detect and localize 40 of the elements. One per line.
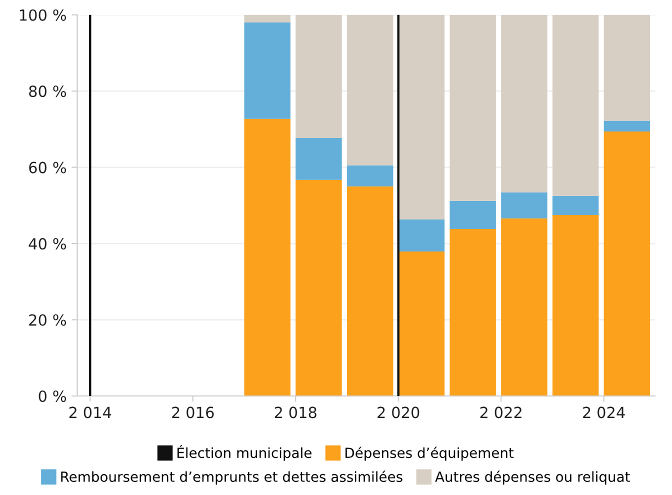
bar	[450, 229, 496, 396]
bar	[450, 200, 496, 230]
bar	[398, 220, 445, 252]
bar	[604, 14, 650, 121]
y-tick-label: 0 %	[38, 390, 66, 402]
bar	[450, 14, 496, 201]
bar	[244, 118, 290, 396]
bar	[398, 252, 445, 396]
x-tick-label: 2 016	[172, 406, 214, 418]
x-tick-label: 2 018	[274, 406, 316, 418]
y-tick-label: 20 %	[29, 314, 66, 326]
x-tick-label: 2 024	[583, 406, 625, 418]
legend-label: Remboursement d’emprunts et dettes assimilées	[61, 470, 402, 485]
bar	[346, 186, 394, 396]
bar	[398, 14, 445, 220]
bar	[346, 14, 394, 166]
bar	[552, 14, 599, 196]
bar	[552, 196, 599, 215]
legend-label: Dépenses d’équipement	[346, 446, 514, 461]
bar	[296, 180, 342, 396]
bar	[501, 192, 548, 218]
x-tick-label: 2 022	[480, 406, 522, 418]
y-tick-label: 40 %	[28, 238, 66, 250]
bar	[604, 131, 650, 396]
y-tick-label: 80 %	[29, 86, 66, 98]
bar	[296, 138, 342, 180]
bar	[604, 120, 650, 132]
bar	[501, 218, 548, 396]
bar	[296, 14, 342, 138]
x-tick-label: 2 020	[378, 406, 420, 418]
bar	[244, 22, 290, 119]
bar	[346, 165, 394, 186]
bar	[552, 214, 599, 396]
bar	[501, 14, 548, 192]
legend-label: Élection municipale	[178, 445, 312, 461]
y-tick-label: 60 %	[29, 162, 66, 174]
legend-label: Autres dépenses ou reliquat	[435, 470, 630, 485]
bar	[244, 14, 290, 22]
x-tick-label: 2 014	[69, 406, 112, 418]
y-tick-label: 100 %	[20, 9, 66, 21]
